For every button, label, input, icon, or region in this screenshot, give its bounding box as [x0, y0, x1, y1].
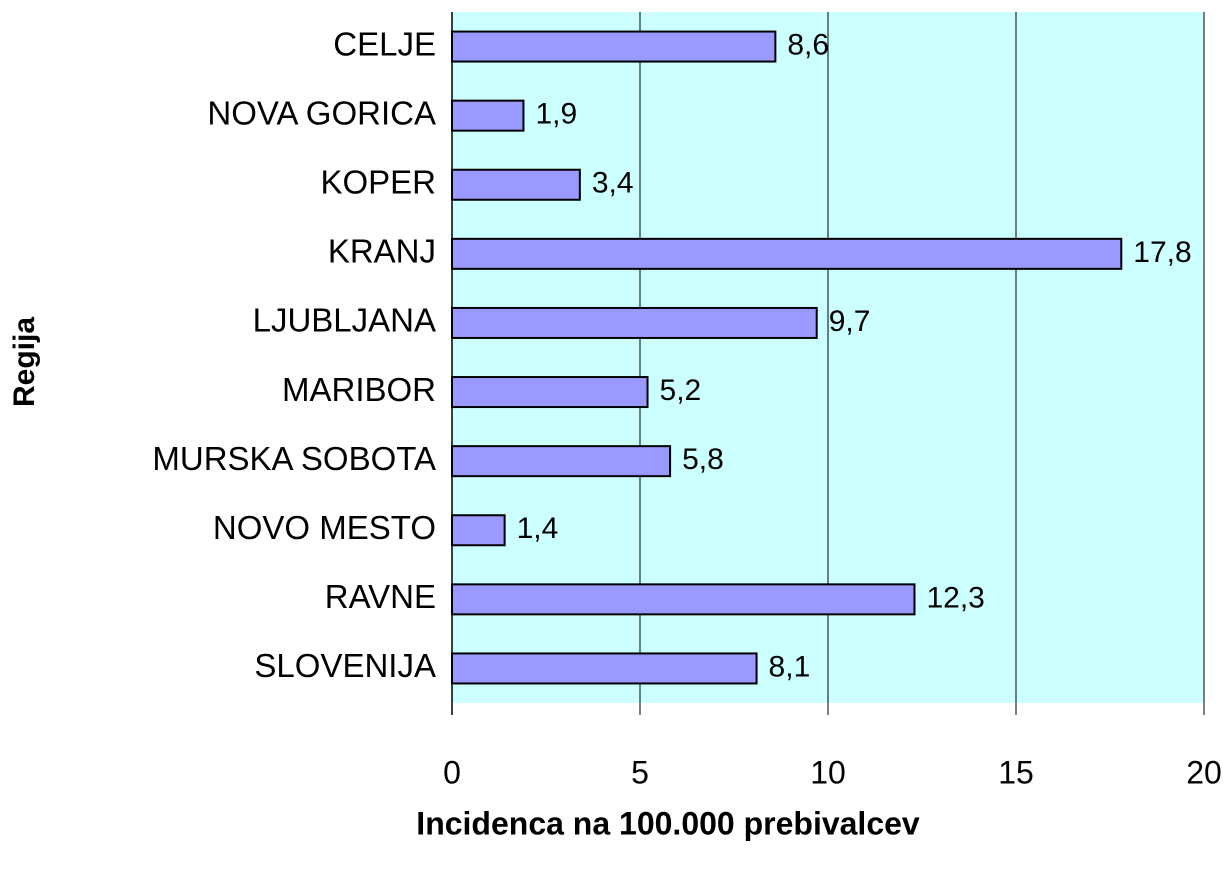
bar — [451, 99, 525, 132]
y-tick-label: LJUBLJANA — [253, 302, 436, 339]
x-tick-label: 5 — [631, 754, 649, 790]
bar — [451, 168, 581, 201]
y-tick-label: KOPER — [320, 163, 436, 200]
bar — [451, 514, 506, 547]
value-label: 5,2 — [660, 374, 702, 407]
value-label: 8,6 — [787, 28, 829, 61]
bar — [451, 445, 672, 478]
value-label: 3,4 — [592, 167, 634, 200]
y-tick-label: SLOVENIJA — [254, 647, 436, 684]
value-label: 9,7 — [829, 305, 871, 338]
bar — [451, 583, 916, 616]
y-tick-label: CELJE — [333, 25, 436, 62]
y-tick-label: KRANJ — [328, 233, 436, 270]
value-label: 12,3 — [926, 581, 984, 614]
x-tick-label: 20 — [1186, 754, 1222, 790]
value-label: 1,9 — [535, 98, 577, 131]
x-tick-label: 15 — [998, 754, 1034, 790]
x-axis-title: Incidenca na 100.000 prebivalcev — [416, 805, 920, 841]
y-tick-label: RAVNE — [325, 578, 436, 615]
y-tick-label: NOVA GORICA — [207, 94, 436, 131]
bar — [451, 376, 649, 409]
value-label: 1,4 — [517, 512, 559, 545]
y-axis-title: Regija — [8, 317, 41, 407]
value-label: 8,1 — [769, 650, 811, 683]
value-label: 5,8 — [682, 443, 724, 476]
y-tick-label: MURSKA SOBOTA — [152, 440, 436, 477]
bar — [451, 237, 1123, 270]
bar — [451, 30, 777, 63]
bar — [451, 306, 818, 339]
bar — [451, 652, 758, 685]
x-tick-label: 10 — [810, 754, 846, 790]
value-label: 17,8 — [1133, 236, 1191, 269]
y-tick-label: NOVO MESTO — [213, 509, 436, 546]
y-tick-label: MARIBOR — [282, 371, 436, 408]
x-tick-label: 0 — [443, 754, 461, 790]
